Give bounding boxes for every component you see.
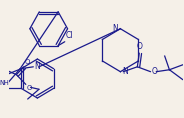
Text: N: N [122, 67, 128, 76]
Text: O: O [25, 59, 30, 65]
Text: NH: NH [0, 80, 9, 86]
Text: O: O [151, 67, 157, 76]
Text: Cl: Cl [66, 31, 73, 40]
Text: N: N [113, 24, 118, 33]
Text: O: O [27, 85, 32, 91]
Text: O: O [136, 42, 142, 51]
Text: N: N [34, 62, 40, 71]
